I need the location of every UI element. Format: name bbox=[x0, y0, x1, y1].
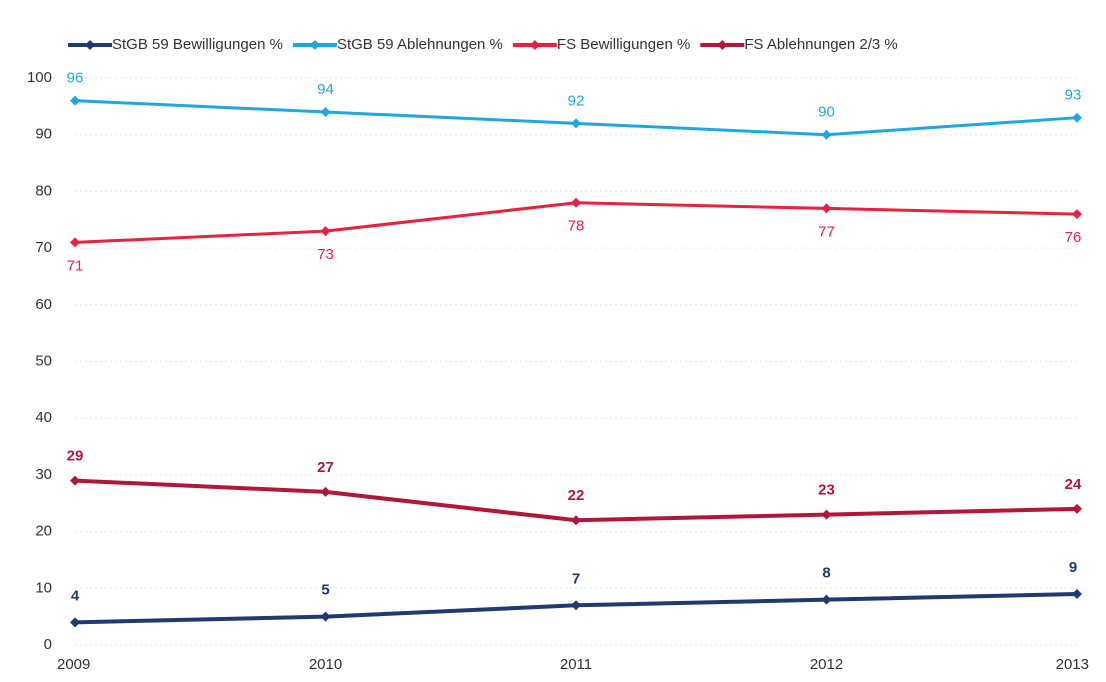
marker bbox=[70, 617, 80, 628]
marker bbox=[320, 107, 331, 118]
marker bbox=[571, 600, 581, 611]
data-label: 77 bbox=[818, 223, 835, 240]
marker bbox=[70, 95, 80, 106]
marker bbox=[320, 486, 331, 497]
y-tick-label: 20 bbox=[35, 523, 52, 540]
legend: StGB 59 Bewilligungen % StGB 59 Ablehnung… bbox=[68, 36, 898, 53]
data-label: 76 bbox=[1065, 229, 1082, 246]
legend-marker bbox=[717, 40, 728, 50]
data-label: 96 bbox=[67, 70, 84, 87]
data-label: 93 bbox=[1065, 87, 1082, 104]
legend-label: FS Bewilligungen % bbox=[557, 36, 690, 53]
marker bbox=[821, 129, 832, 140]
y-tick-label: 0 bbox=[44, 636, 52, 653]
data-label: 22 bbox=[568, 487, 585, 504]
data-label: 29 bbox=[67, 448, 84, 465]
data-label: 27 bbox=[317, 459, 334, 476]
data-label: 9 bbox=[1069, 559, 1077, 576]
legend-marker bbox=[85, 40, 95, 50]
marker bbox=[571, 197, 581, 208]
y-tick-label: 80 bbox=[35, 182, 52, 199]
marker bbox=[320, 611, 331, 622]
data-label: 8 bbox=[822, 565, 830, 582]
data-label: 78 bbox=[568, 218, 585, 235]
data-label: 90 bbox=[818, 104, 835, 121]
marker bbox=[1072, 503, 1082, 514]
x-tick-label: 2013 bbox=[1056, 656, 1089, 673]
y-tick-label: 30 bbox=[35, 466, 52, 483]
marker bbox=[70, 237, 80, 248]
marker bbox=[320, 226, 331, 237]
y-tick-label: 100 bbox=[27, 69, 52, 86]
x-tick-label: 2011 bbox=[560, 656, 592, 673]
marker bbox=[821, 203, 832, 214]
legend-marker bbox=[309, 40, 320, 50]
marker bbox=[571, 515, 581, 526]
data-label: 94 bbox=[317, 81, 334, 98]
x-tick-label: 2010 bbox=[309, 656, 342, 673]
data-label: 7 bbox=[572, 570, 580, 587]
x-tick-label: 2012 bbox=[810, 656, 843, 673]
marker bbox=[1072, 209, 1082, 220]
data-label: 5 bbox=[321, 582, 329, 599]
data-label: 23 bbox=[818, 482, 835, 499]
data-label: 24 bbox=[1065, 476, 1082, 493]
marker bbox=[821, 509, 832, 520]
x-tick-label: 2009 bbox=[57, 656, 90, 673]
y-tick-label: 10 bbox=[35, 579, 52, 596]
data-label: 4 bbox=[71, 587, 80, 604]
marker bbox=[1072, 588, 1082, 599]
marker bbox=[821, 594, 832, 605]
data-label: 73 bbox=[317, 246, 334, 263]
y-tick-label: 90 bbox=[35, 126, 52, 143]
data-label: 71 bbox=[67, 257, 84, 274]
legend-marker bbox=[529, 40, 540, 50]
data-label: 92 bbox=[568, 92, 585, 109]
legend-label: StGB 59 Ablehnungen % bbox=[337, 36, 503, 53]
marker bbox=[1072, 112, 1082, 123]
legend-label: StGB 59 Bewilligungen % bbox=[112, 36, 283, 53]
y-tick-label: 70 bbox=[35, 239, 52, 256]
y-tick-label: 50 bbox=[35, 352, 52, 369]
marker bbox=[571, 118, 581, 129]
y-tick-label: 40 bbox=[35, 409, 52, 426]
legend-label: FS Ablehnungen 2/3 % bbox=[744, 36, 897, 53]
marker bbox=[70, 475, 80, 486]
y-tick-label: 60 bbox=[35, 296, 52, 313]
